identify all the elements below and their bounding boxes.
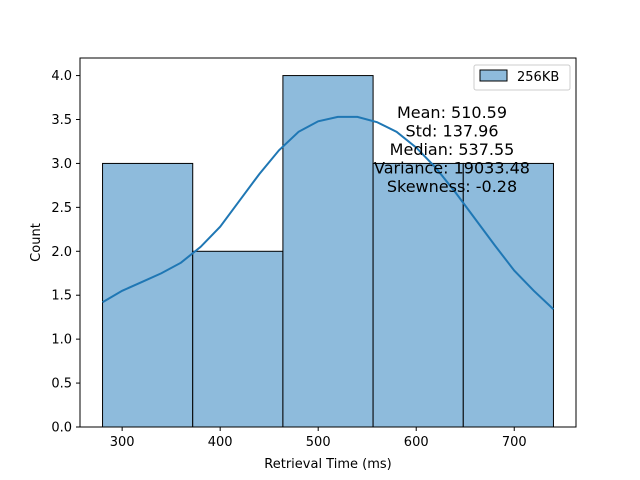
x-tick-label: 400 <box>208 435 233 450</box>
stats-line: Variance: 19033.48 <box>374 159 530 178</box>
y-tick-label: 3.5 <box>51 113 72 128</box>
kde-curve <box>102 115 555 310</box>
x-tick-label: 300 <box>110 435 135 450</box>
x-tick-label: 700 <box>502 435 527 450</box>
y-tick-label: 1.5 <box>51 289 72 304</box>
y-tick-label: 3.0 <box>51 157 72 172</box>
bars-layer <box>102 75 554 428</box>
stats-line: Skewness: -0.28 <box>387 177 517 196</box>
histogram-bar <box>192 250 284 428</box>
stats-line: Std: 137.96 <box>405 122 498 141</box>
histogram-bar <box>102 162 194 428</box>
stats-line: Median: 537.55 <box>390 140 515 159</box>
y-tick-label: 4.0 <box>51 69 72 84</box>
legend: 256KB <box>473 64 571 91</box>
histogram-bar <box>282 75 374 428</box>
legend-swatch <box>479 69 508 82</box>
stats-line: Mean: 510.59 <box>397 103 507 122</box>
y-tick-label: 0.5 <box>51 377 72 392</box>
x-tick-label: 600 <box>404 435 429 450</box>
x-tick-label: 500 <box>306 435 331 450</box>
x-axis-label: Retrieval Time (ms) <box>264 457 391 472</box>
y-tick-label: 2.0 <box>51 245 72 260</box>
legend-label: 256KB <box>517 70 559 85</box>
y-tick-label: 1.0 <box>51 333 72 348</box>
histogram-bar <box>372 162 464 428</box>
y-axis-ticks: 0.0 0.5 1.0 1.5 2.0 2.5 3.0 3.5 4.0 <box>51 69 80 436</box>
x-axis-ticks: 300 400 500 600 700 <box>110 427 527 450</box>
plot-frame <box>79 57 577 428</box>
y-tick-label: 0.0 <box>51 421 72 436</box>
y-tick-label: 2.5 <box>51 201 72 216</box>
y-axis-label: Count <box>29 223 44 262</box>
